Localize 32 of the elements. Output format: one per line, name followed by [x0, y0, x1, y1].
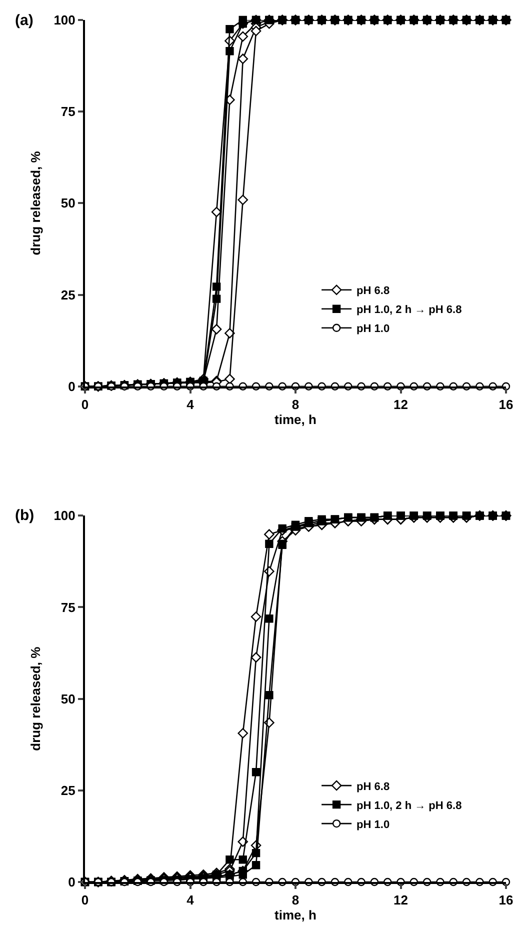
x-tick-label: 4 [186, 892, 195, 908]
legend-label: pH 1.0, 2 h → pH 6.8 [356, 304, 462, 316]
y-tick-label: 75 [60, 104, 76, 120]
x-tick-label: 8 [292, 892, 300, 908]
x-tick-label: 12 [394, 892, 408, 908]
x-tick-label: 16 [498, 396, 514, 412]
legend-label: pH 1.0 [356, 323, 390, 336]
y-tick-label: 50 [60, 196, 76, 211]
x-tick-label: 12 [394, 396, 408, 412]
y-tick-label: 25 [60, 287, 76, 302]
y-tick-label: 0 [68, 378, 76, 394]
x-tick-label: 8 [292, 396, 300, 412]
legend-label: pH 6.8 [356, 285, 390, 298]
y-tick-label: 75 [60, 600, 76, 615]
y-tick-label: 25 [60, 782, 76, 798]
x-axis-title: time, h [274, 908, 316, 923]
y-tick-label: 50 [60, 691, 76, 706]
y-axis-title: drug released, % [28, 646, 44, 751]
legend-label: pH 6.8 [356, 780, 390, 793]
y-axis-title: drug released, % [28, 150, 44, 256]
legend-label: pH 1.0 [356, 818, 390, 831]
y-tick-label: 0 [68, 874, 76, 890]
chart-title: (b) [15, 507, 34, 524]
x-tick-label: 16 [498, 892, 514, 908]
x-tick-label: 4 [186, 396, 195, 412]
y-tick-label: 100 [54, 12, 76, 28]
chart-title: (a) [15, 12, 34, 29]
x-tick-label: 0 [81, 396, 89, 412]
x-axis-title: time, h [274, 412, 316, 428]
x-tick-label: 0 [81, 892, 89, 908]
y-tick-label: 100 [54, 508, 76, 524]
legend-label: pH 1.0, 2 h → pH 6.8 [356, 800, 462, 812]
